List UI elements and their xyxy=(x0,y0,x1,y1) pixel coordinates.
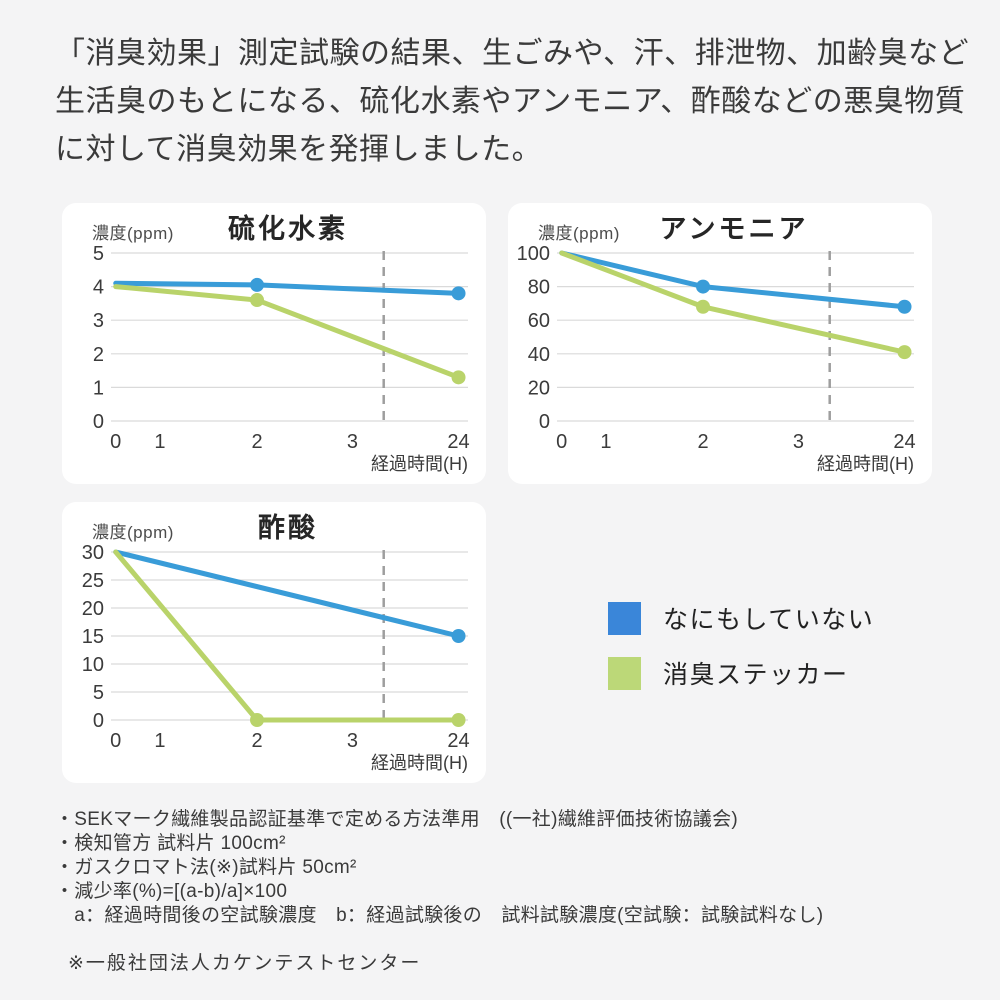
x-tick-label: 1 xyxy=(154,431,165,453)
x-tick-label: 3 xyxy=(793,431,804,453)
legend-item-untreated: なにもしていない xyxy=(608,600,874,636)
y-tick-label: 5 xyxy=(93,243,104,265)
y-tick-label: 60 xyxy=(528,310,550,332)
chart-title-acetic-acid: 酢酸 xyxy=(258,513,318,543)
y-tick-label: 100 xyxy=(517,243,550,265)
x-tick-label: 2 xyxy=(251,730,262,752)
intro-text: 「消臭効果」測定試験の結果、生ごみや、汗、排泄物、加齢臭など生活臭のもとになる、… xyxy=(55,37,970,166)
y-tick-label: 1 xyxy=(93,377,104,399)
legend-label-untreated: なにもしていない xyxy=(663,606,875,634)
data-point-green xyxy=(250,293,265,308)
x-tick-label: 0 xyxy=(110,730,121,752)
y-tick-label: 0 xyxy=(93,710,104,732)
series-line-green xyxy=(113,284,462,380)
data-point-green xyxy=(897,345,912,360)
legend-swatch-blue-icon xyxy=(608,601,641,635)
chart-card-acetic-acid: 濃度(ppm) 酢酸 0 5 10 15 20 25 30 0 1 2 3 24 経過時間(H) xyxy=(62,502,486,783)
y-axis-unit-label: 濃度(ppm) xyxy=(92,224,174,243)
chart-legend: なにもしていない 消臭ステッカー xyxy=(608,600,874,691)
y-tick-label: 0 xyxy=(93,411,104,433)
x-tick-label: 1 xyxy=(154,730,165,752)
x-axis-label: 経過時間(H) xyxy=(371,454,468,474)
x-tick-label: 3 xyxy=(347,431,358,453)
y-axis-unit-label: 濃度(ppm) xyxy=(538,224,620,243)
data-point-green xyxy=(696,299,711,314)
y-tick-label: 4 xyxy=(93,277,104,299)
footnote-line-3: ・ガスクロマト法(※)試料片 50cm² xyxy=(55,857,357,878)
series-line-blue xyxy=(113,549,462,639)
y-tick-label: 15 xyxy=(82,626,104,648)
chart-card-hydrogen-sulfide: 濃度(ppm) 硫化水素 0 1 2 3 4 5 0 1 2 3 24 経過時間(H) xyxy=(62,203,486,484)
data-point-blue xyxy=(696,279,711,294)
chart-title-hydrogen-sulfide: 硫化水素 xyxy=(228,214,348,244)
y-tick-label: 2 xyxy=(93,344,104,366)
footnote-line-4: ・減少率(%)=[(a-b)/a]×100 xyxy=(55,881,288,902)
y-tick-label: 80 xyxy=(528,277,550,299)
data-point-blue xyxy=(897,299,912,314)
source-note: ※一般社団法人カケンテストセンター xyxy=(68,953,422,974)
y-tick-label: 0 xyxy=(539,411,550,433)
chart-title-ammonia: アンモニア xyxy=(659,214,809,244)
footnote-line-2: ・検知管方 試料片 100cm² xyxy=(55,833,286,854)
data-point-blue xyxy=(451,286,466,301)
y-tick-label: 30 xyxy=(82,542,104,564)
x-axis-label: 経過時間(H) xyxy=(371,753,468,773)
data-point-green xyxy=(451,370,466,385)
y-axis-unit-label: 濃度(ppm) xyxy=(92,523,174,542)
legend-item-deodorant-sticker: 消臭ステッカー xyxy=(608,655,874,691)
data-point-blue xyxy=(250,277,265,292)
x-axis-label: 経過時間(H) xyxy=(817,454,914,474)
footnotes: ・SEKマーク繊維製品認証基準で定める方法準用 ((一社)繊維評価技術協議会) … xyxy=(55,808,955,976)
footnote-line-5: a：経過時間後の空試験濃度 b：経過試験後の 試料試験濃度(空試験：試験試料なし… xyxy=(55,905,824,926)
legend-swatch-green-icon xyxy=(608,656,641,690)
y-tick-label: 20 xyxy=(82,598,104,620)
data-point-green xyxy=(451,713,466,727)
y-tick-label: 20 xyxy=(528,377,550,399)
x-tick-label: 2 xyxy=(251,431,262,453)
x-tick-label: 24 xyxy=(893,431,915,453)
x-tick-label: 24 xyxy=(447,730,469,752)
x-tick-label: 3 xyxy=(347,730,358,752)
x-tick-label: 1 xyxy=(600,431,611,453)
footnote-line-1: ・SEKマーク繊維製品認証基準で定める方法準用 ((一社)繊維評価技術協議会) xyxy=(55,809,739,830)
data-point-green xyxy=(250,713,265,727)
y-tick-label: 25 xyxy=(82,570,104,592)
chart-card-ammonia: 濃度(ppm) アンモニア 0 20 40 60 80 100 0 1 2 3 24 経過時間(H) xyxy=(508,203,932,484)
y-tick-label: 5 xyxy=(93,682,104,704)
x-tick-label: 24 xyxy=(447,431,469,453)
y-tick-label: 10 xyxy=(82,654,104,676)
x-tick-label: 2 xyxy=(697,431,708,453)
x-tick-label: 0 xyxy=(556,431,567,453)
y-tick-label: 40 xyxy=(528,344,550,366)
x-tick-label: 0 xyxy=(110,431,121,453)
legend-label-deodorant-sticker: 消臭ステッカー xyxy=(663,661,849,689)
data-point-blue xyxy=(451,629,466,643)
y-tick-label: 3 xyxy=(93,310,104,332)
series-line-blue xyxy=(559,250,908,310)
